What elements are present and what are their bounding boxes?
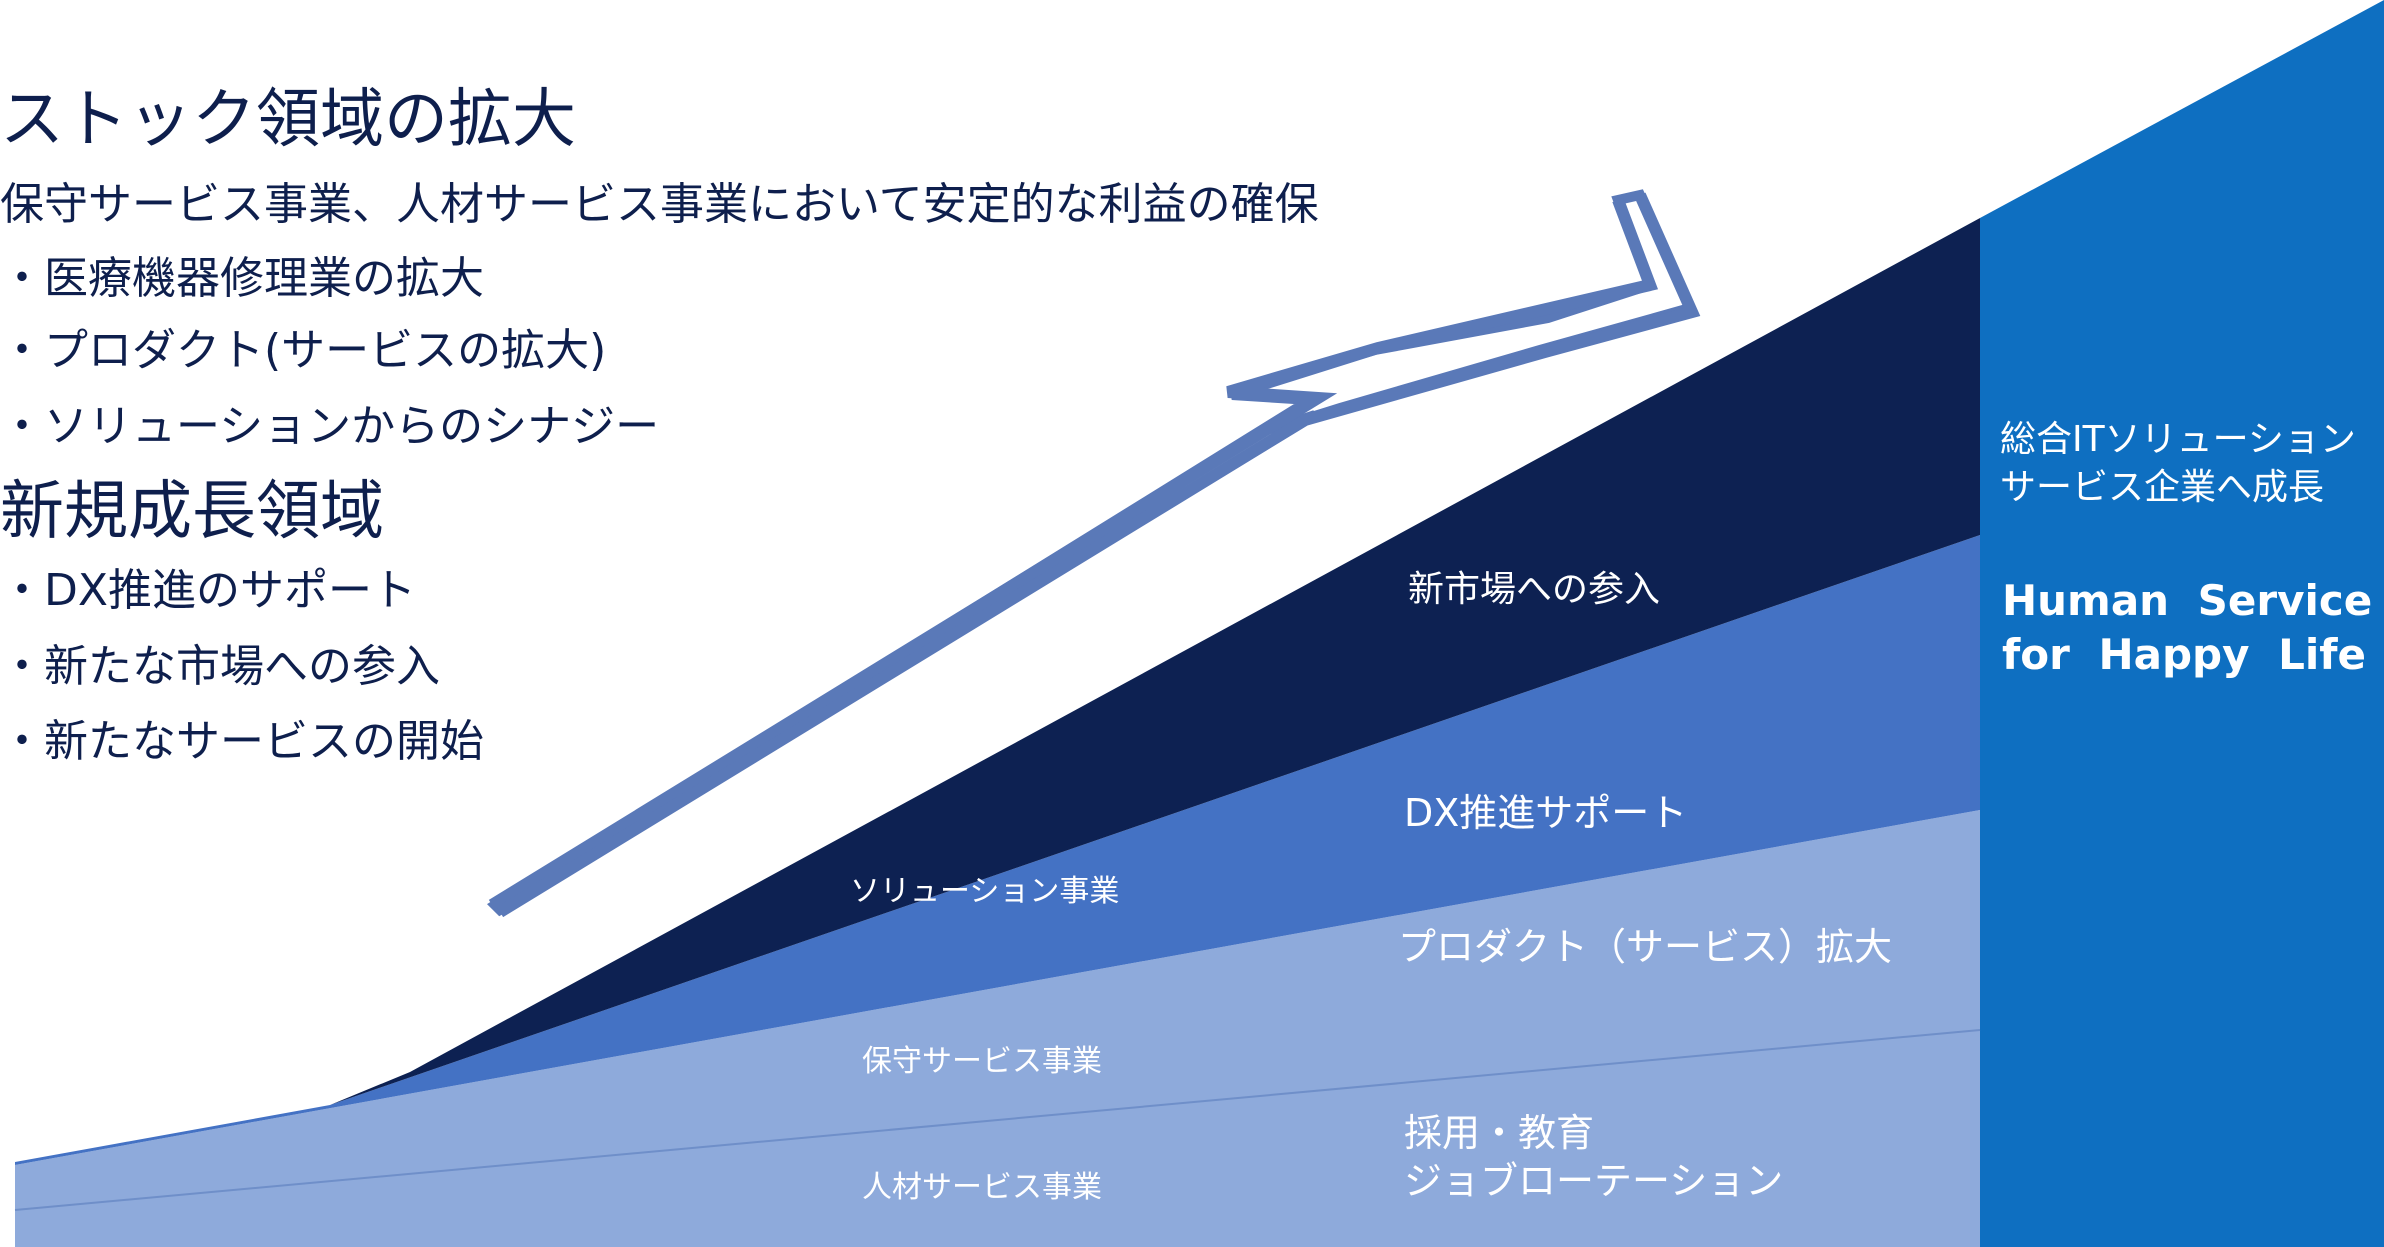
- stock-item: ・ソリューションからのシナジー: [0, 401, 660, 452]
- dx-wedge: [15, 535, 1980, 1165]
- hiring-training-label: 採用・教育: [1404, 1111, 1595, 1155]
- stock-divider-line: [14, 1029, 1981, 1211]
- goal-line-1: 総合ITソリューション: [2000, 419, 2356, 460]
- slogan-line-1: Human Service: [2002, 576, 2373, 625]
- maintenance-business-label: 保守サービス事業: [862, 1044, 1102, 1079]
- goal-line-2: サービス企業へ成長: [2000, 467, 2325, 508]
- growth-item: ・新たな市場への参入: [0, 641, 440, 692]
- stock-subtitle: 保守サービス事業、人材サービス事業において安定的な利益の確保: [0, 179, 1319, 230]
- slogan-line-2: for Happy Life: [2002, 630, 2366, 679]
- hr-business-label: 人材サービス事業: [862, 1170, 1102, 1205]
- upward-arrow-icon: [487, 189, 1701, 918]
- stock-item: ・プロダクト(サービスの拡大): [0, 325, 607, 376]
- product-expansion-label: プロダクト（サービス）拡大: [1398, 925, 1893, 969]
- goal-band: [1980, 0, 2384, 1247]
- stock-title: ストック領域の拡大: [0, 83, 576, 157]
- growth-item: ・新たなサービスの開始: [0, 716, 484, 767]
- stock-wedge: [15, 810, 1980, 1247]
- stock-item: ・医療機器修理業の拡大: [0, 253, 484, 304]
- job-rotation-label: ジョブローテーション: [1404, 1159, 1784, 1203]
- dx-support-label: DX推進サポート: [1404, 791, 1688, 835]
- new-market-label: 新市場への参入: [1408, 569, 1661, 610]
- solution-business-label: ソリューション事業: [850, 874, 1120, 909]
- growth-title: 新規成長領域: [0, 475, 384, 549]
- growth-item: ・DX推進のサポート: [0, 565, 417, 616]
